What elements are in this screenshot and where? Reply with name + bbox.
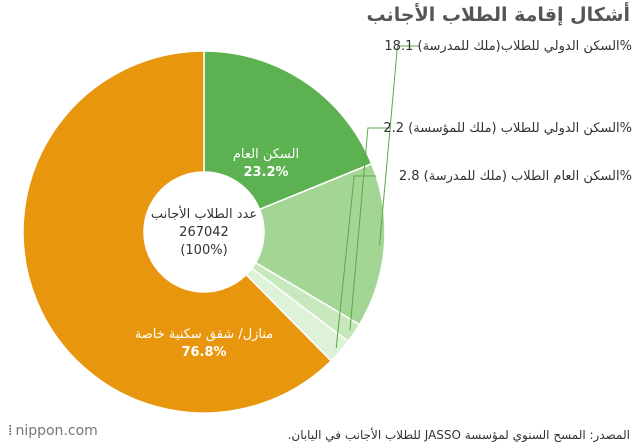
slice-label-1: السكن الدولي للطلاب(ملك للمدرسة) 18.1%: [384, 39, 632, 54]
leader-line-1: [379, 45, 420, 246]
nippon-logo: ⁞ nippon.com: [8, 423, 98, 439]
chart-title: أشكال إقامة الطلاب الأجانب: [366, 4, 631, 26]
center-label-2: (100%): [180, 243, 227, 258]
center-label-0: عدد الطلاب الأجانب: [151, 205, 257, 222]
leader-line-3: [335, 175, 377, 349]
slice-0: [203, 50, 373, 211]
slice-4: [22, 50, 333, 414]
slice-value-0: 23.2%: [243, 165, 288, 180]
slice-label-4: منازل/ شقق سكنية خاصة: [135, 327, 274, 342]
slice-label-0: السكن العام: [233, 147, 299, 162]
leader-line-2: [349, 127, 390, 331]
logo-text: nippon.com: [15, 423, 98, 439]
center-label-1: 267042: [179, 225, 229, 240]
slice-value-4: 76.8%: [181, 345, 226, 360]
slice-label-3: السكن العام الطلاب (ملك للمدرسة) 2.8%: [399, 169, 632, 184]
source-note: المصدر: المسح السنوي لمؤسسة JASSO للطلاب…: [287, 428, 630, 442]
slice-label-2: السكن الدولي للطلاب (ملك للمؤسسة) 2.2%: [383, 121, 632, 136]
